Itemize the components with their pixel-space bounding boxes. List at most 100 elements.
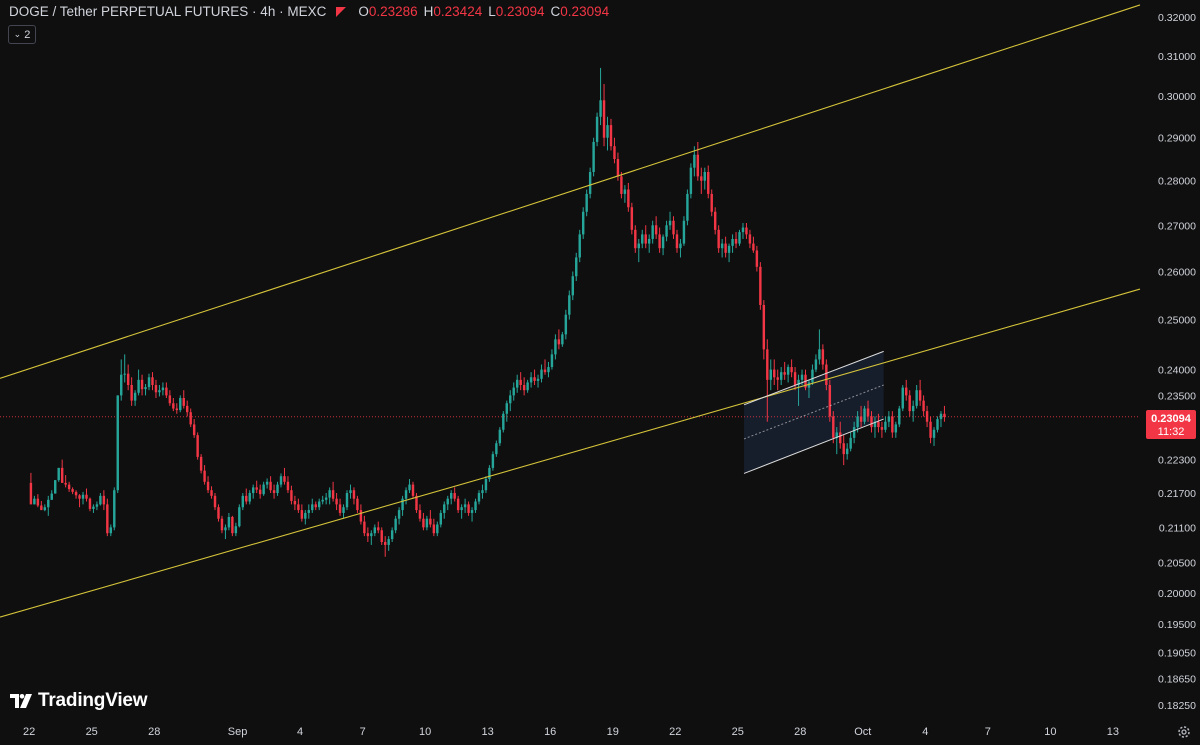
candle-body bbox=[154, 385, 158, 393]
candle-body bbox=[102, 495, 106, 505]
open-label: O bbox=[358, 4, 369, 19]
drawing-layer bbox=[0, 351, 1140, 474]
time-tick-label: 16 bbox=[544, 726, 556, 738]
red-flag-icon[interactable] bbox=[336, 6, 347, 17]
candle-body bbox=[120, 374, 123, 396]
candle-body bbox=[474, 501, 477, 511]
candle-body bbox=[88, 498, 92, 509]
price-tick-label: 0.32000 bbox=[1158, 12, 1196, 24]
candle-body bbox=[272, 490, 276, 494]
indicators-toggle-button[interactable]: ⌄ 2 bbox=[8, 25, 36, 44]
price-tick-label: 0.18250 bbox=[1158, 700, 1196, 712]
time-tick-label: 13 bbox=[1107, 726, 1119, 738]
candle-body bbox=[293, 500, 297, 505]
price-tick-label: 0.31000 bbox=[1158, 51, 1196, 63]
candle-body bbox=[276, 484, 279, 494]
close-label: C bbox=[550, 4, 561, 19]
candle-body bbox=[481, 490, 484, 494]
time-tick-label: 28 bbox=[148, 726, 160, 738]
last-price-badge-bg bbox=[1146, 410, 1196, 439]
candle-body bbox=[578, 234, 581, 258]
candle-body bbox=[443, 504, 446, 513]
candle-body bbox=[731, 238, 734, 246]
channel-lower-line bbox=[743, 418, 884, 474]
candle-body bbox=[258, 489, 262, 495]
candle-body bbox=[849, 437, 852, 449]
candle-body bbox=[700, 176, 703, 181]
time-axis[interactable]: 22 25 28 Sep 4 7 10 13 16 19 22 25 28 Oct 4 7 10 13 bbox=[23, 726, 1119, 738]
indicators-count: 2 bbox=[24, 28, 31, 41]
candle-body bbox=[536, 378, 540, 381]
candle-body bbox=[825, 364, 828, 386]
candle-body bbox=[689, 167, 693, 194]
symbol-legend: DOGE / Tether PERPETUAL FUTURES · 4h · M… bbox=[9, 4, 609, 19]
candle-body bbox=[67, 484, 71, 490]
candle-body bbox=[790, 367, 793, 373]
candle-body bbox=[408, 484, 411, 491]
candle-body bbox=[693, 154, 696, 168]
time-tick-label: 4 bbox=[922, 726, 928, 738]
candle-body bbox=[338, 504, 342, 513]
candle-body bbox=[533, 377, 536, 381]
time-tick-label: 13 bbox=[482, 726, 494, 738]
candle-body bbox=[140, 379, 144, 390]
candle-body bbox=[359, 510, 363, 522]
candle-body bbox=[766, 349, 769, 380]
candle-body bbox=[571, 276, 574, 296]
time-tick-label: 22 bbox=[669, 726, 681, 738]
candle-body bbox=[317, 501, 321, 508]
candle-body bbox=[818, 349, 821, 360]
candle-body bbox=[779, 372, 783, 380]
candle-body bbox=[29, 482, 33, 505]
candle-body bbox=[696, 154, 700, 177]
candle-body bbox=[71, 489, 74, 492]
price-axis[interactable]: 0.32000 0.31000 0.30000 0.29000 0.28000 0.270… bbox=[1158, 12, 1196, 712]
price-tick-label: 0.27000 bbox=[1158, 220, 1196, 232]
candle-body bbox=[644, 234, 647, 244]
candle-body bbox=[33, 498, 36, 505]
price-tick-label: 0.18650 bbox=[1158, 674, 1196, 686]
candle-body bbox=[383, 541, 387, 545]
candle-body bbox=[651, 225, 654, 239]
candle-body bbox=[839, 432, 842, 444]
candle-body bbox=[54, 480, 57, 494]
candle-body bbox=[679, 243, 682, 249]
candle-body bbox=[509, 395, 512, 404]
candle-body bbox=[78, 495, 81, 499]
candle-body bbox=[387, 539, 390, 545]
candle-body bbox=[161, 387, 165, 391]
candle-body bbox=[248, 493, 251, 502]
candle-body bbox=[682, 220, 686, 244]
candle-body bbox=[863, 408, 866, 422]
candle-body bbox=[641, 234, 644, 244]
time-tick-label: 10 bbox=[1044, 726, 1056, 738]
candle-body bbox=[377, 527, 380, 531]
last-price-value: 0.23094 bbox=[1151, 413, 1192, 425]
candle-body bbox=[224, 527, 227, 531]
open-value: 0.23286 bbox=[368, 4, 418, 19]
tradingview-logo[interactable]: TradingView bbox=[10, 690, 148, 712]
candle-body bbox=[581, 211, 585, 235]
candle-body bbox=[908, 395, 911, 412]
time-tick-label: 10 bbox=[419, 726, 431, 738]
candle-body bbox=[186, 405, 189, 413]
gear-icon[interactable] bbox=[1177, 725, 1191, 739]
candle-body bbox=[390, 530, 394, 540]
candle-body bbox=[856, 416, 859, 428]
candle-body bbox=[286, 481, 290, 491]
symbol-title[interactable]: DOGE / Tether PERPETUAL FUTURES · 4h · M… bbox=[9, 4, 327, 19]
candle-body bbox=[786, 367, 790, 375]
candle-body bbox=[92, 506, 95, 509]
candle-body bbox=[321, 499, 324, 502]
candle-body bbox=[252, 487, 255, 494]
candle-body bbox=[380, 530, 383, 542]
candle-body bbox=[227, 516, 231, 528]
candle-body bbox=[647, 238, 651, 244]
candle-body bbox=[352, 490, 356, 499]
candle-body bbox=[606, 125, 609, 138]
candle-body bbox=[522, 385, 526, 391]
candle-body bbox=[613, 146, 616, 160]
candle-body bbox=[745, 227, 748, 235]
candle-body bbox=[713, 211, 717, 230]
